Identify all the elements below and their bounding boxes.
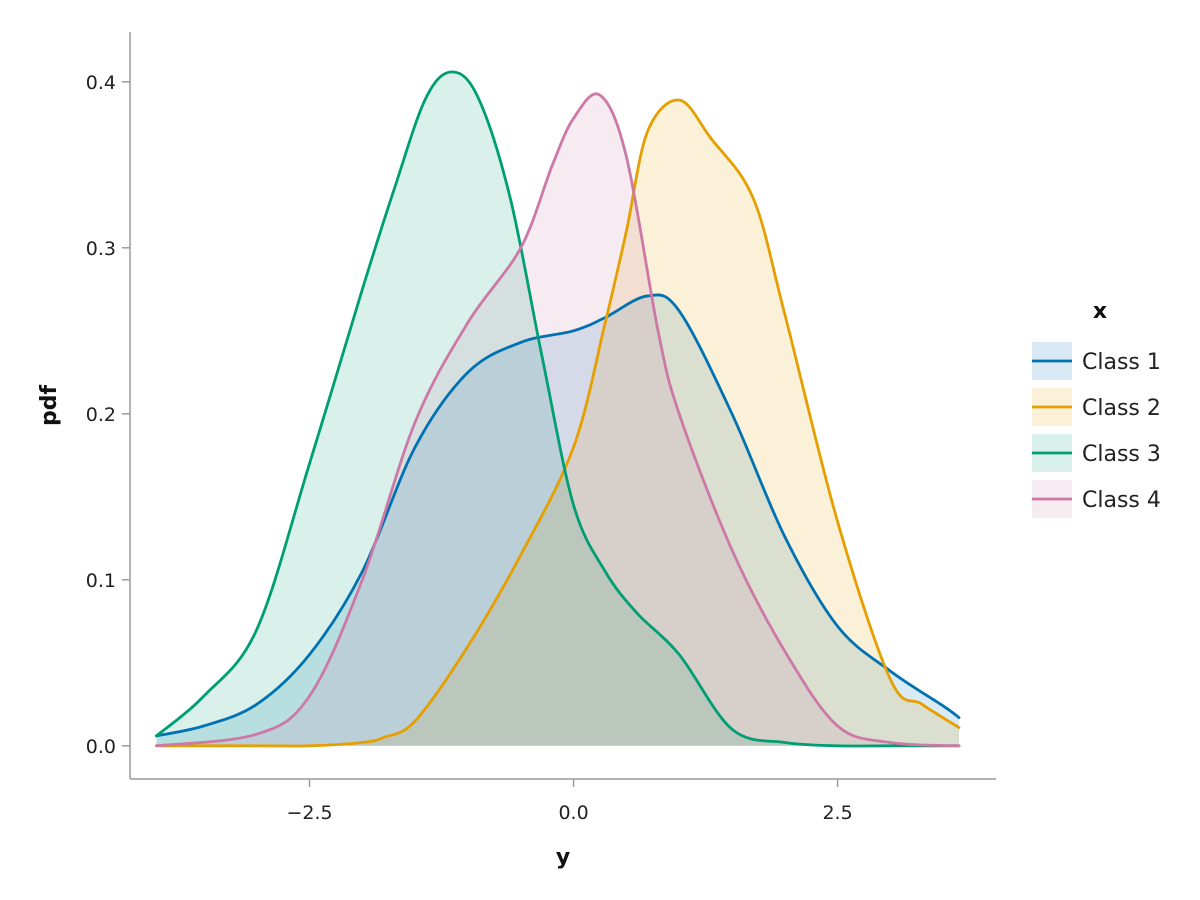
legend-items: Class 1 Class 2 Class 3 Class 4 <box>1032 342 1161 518</box>
line-class-3 <box>155 70 961 748</box>
area-class-3 <box>156 71 960 747</box>
x-axis-ticks: −2.5 0.0 2.5 <box>286 779 853 824</box>
series-lines <box>155 70 961 748</box>
line-class-1 <box>155 293 961 738</box>
y-tick-label: 0.3 <box>86 238 116 260</box>
legend-label: Class 2 <box>1082 396 1161 421</box>
line-class-4 <box>155 92 961 748</box>
x-tick-label: 2.5 <box>822 802 852 824</box>
y-tick-label: 0.4 <box>86 72 116 94</box>
series-areas <box>156 71 960 747</box>
y-tick-label: 0.0 <box>86 736 116 758</box>
area-class-4 <box>156 93 960 746</box>
legend-label: Class 3 <box>1082 442 1161 467</box>
area-class-2 <box>156 99 960 747</box>
legend-item-class-3: Class 3 <box>1032 434 1161 472</box>
legend-item-class-2: Class 2 <box>1032 388 1161 426</box>
y-tick-label: 0.2 <box>86 404 116 426</box>
y-axis-title: pdf <box>37 385 62 426</box>
x-tick-label: 0.0 <box>558 802 588 824</box>
line-class-2 <box>155 98 961 748</box>
legend-item-class-1: Class 1 <box>1032 342 1161 380</box>
legend-item-class-4: Class 4 <box>1032 480 1161 518</box>
legend-label: Class 4 <box>1082 488 1161 513</box>
legend-title: x <box>1093 299 1107 324</box>
legend-label: Class 1 <box>1082 350 1161 375</box>
area-class-1 <box>156 294 960 746</box>
y-tick-label: 0.1 <box>86 570 116 592</box>
x-axis-title: y <box>556 845 570 870</box>
y-axis-ticks: 0.0 0.1 0.2 0.3 0.4 <box>86 72 130 758</box>
legend: x Class 1 Class 2 Class 3 Class 4 <box>1032 299 1161 518</box>
x-tick-label: −2.5 <box>286 802 332 824</box>
